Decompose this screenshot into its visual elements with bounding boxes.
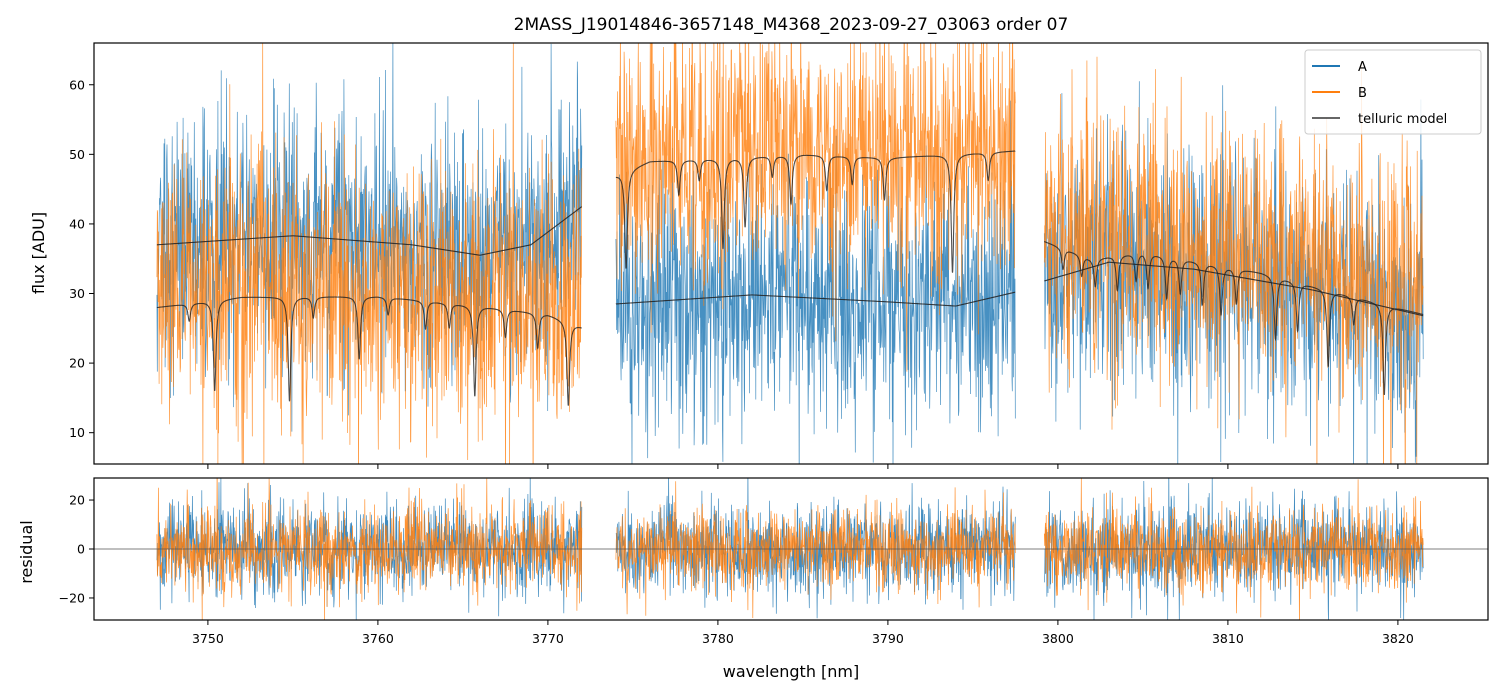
x-tick-label: 3800 [1042,631,1074,646]
telluric-lined-seg2 [1044,241,1424,396]
legend-label-a: A [1358,60,1367,75]
x-tick-label: 3750 [192,631,224,646]
flux-line-b-seg0 [156,43,583,464]
x-axis-label: wavelength [nm] [723,662,860,681]
telluric-lined-seg1 [615,150,1016,273]
flux-y-tick-label: 10 [69,425,85,440]
residual-plot-area [94,478,1488,620]
x-tick-label: 3820 [1382,631,1414,646]
flux-series-b [156,43,1424,464]
legend-frame [1304,49,1482,135]
flux-y-tick-label: 60 [69,77,85,92]
legend-label-b: B [1358,86,1367,101]
flux-y-tick-label: 20 [69,356,85,371]
flux-panel-frame [93,42,1489,465]
telluric-lined-seg0 [156,296,582,406]
residual-line-b-seg0 [156,478,583,620]
flux-y-tick-label: 40 [69,216,85,231]
residual-series-b [156,478,1424,620]
residual-y-tick-label: −20 [59,590,85,605]
chart-title: 2MASS_J19014846-3657148_M4368_2023-09-27… [514,15,1069,35]
axis-ticks: 3750 3760 3770 3780 3790 3800 3810 3820 10 20 30 40… [59,77,1414,646]
x-tick-label: 3810 [1212,631,1244,646]
residual-y-tick-label: 20 [69,493,85,508]
x-tick-label: 3770 [532,631,564,646]
flux-y-tick-label: 30 [69,286,85,301]
flux-y-tick-label: 50 [69,147,85,162]
y-axis-label-residual: residual [17,520,36,583]
telluric-smooth-seg1 [615,291,1016,307]
legend: A B telluric model [1304,49,1482,135]
residual-line-a-seg1 [615,478,1016,619]
x-tick-label: 3790 [872,631,904,646]
telluric-smooth-seg0 [156,206,583,256]
x-tick-label: 3760 [362,631,394,646]
residual-y-tick-label: 0 [77,542,85,557]
flux-plot-area [156,43,1424,464]
y-axis-label-flux: flux [ADU] [29,212,48,294]
flux-line-b-seg1 [615,43,1016,372]
residual-line-b-seg1 [615,481,1016,619]
residual-line-b-seg2 [1043,478,1424,620]
flux-line-b-seg2 [1043,56,1424,464]
legend-label-telluric: telluric model [1358,112,1447,127]
telluric-model [156,150,1424,406]
x-tick-label: 3780 [702,631,734,646]
